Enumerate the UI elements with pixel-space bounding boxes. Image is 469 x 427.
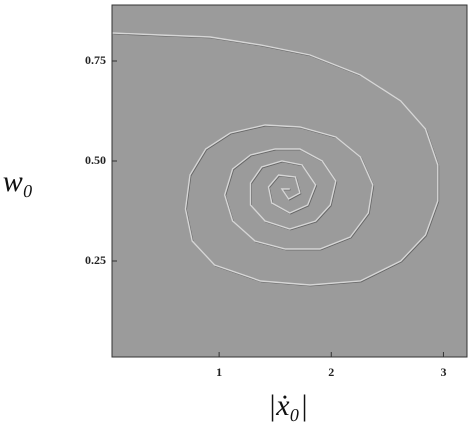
x-tick-label: 3 <box>440 365 446 379</box>
x-axis-label: |ẋ₀| <box>268 389 308 422</box>
y-tick-label: 0.25 <box>85 253 106 267</box>
y-tick-label: 0.50 <box>85 153 106 167</box>
x-tick-label: 2 <box>328 365 334 379</box>
curve <box>112 32 439 286</box>
plot-area <box>111 4 468 358</box>
x-tick-label: 1 <box>216 365 222 379</box>
curve-shadow <box>113 33 440 287</box>
y-tick-label: 0.75 <box>85 53 106 67</box>
y-axis-label: w₀ <box>3 165 33 198</box>
